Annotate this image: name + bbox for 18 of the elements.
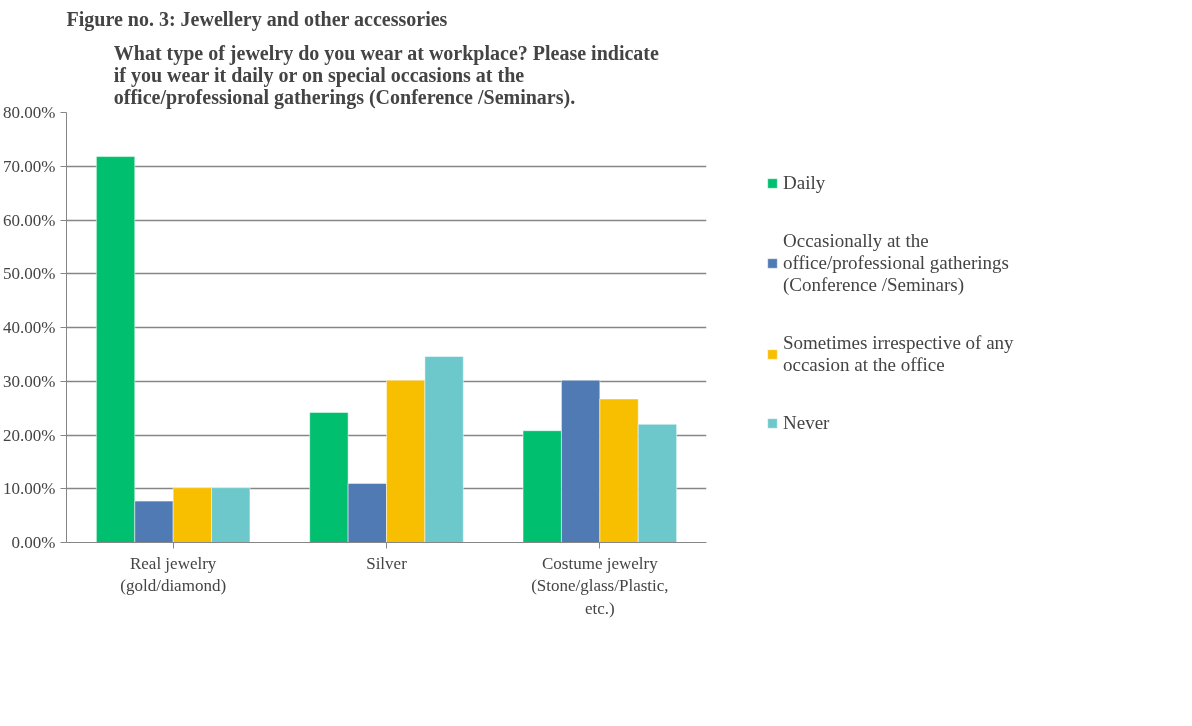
y-tick-label: 80.00%	[3, 103, 56, 122]
x-tick-label: Silver	[366, 553, 408, 573]
y-tick-label: 50.00%	[3, 264, 56, 284]
chart-title: What type of jewelry do you wear at workplace? Please indicate if you wear it daily or on special occasions at the office/professional gatherings (Conference /Seminars).	[113, 41, 659, 109]
y-tick-label: 40.00%	[3, 318, 56, 337]
text: Figure no. 3: Jewellery and other accessories	[66, 7, 448, 31]
y-tick-label: 0.00%	[11, 533, 56, 552]
x-tick-label: Costume jewelry (Stone/glass/Plastic, etc.)	[531, 553, 669, 619]
x-tick-label: Real jewelry (gold/diamond)	[120, 553, 227, 596]
y-tick-label: 20.00%	[3, 425, 56, 445]
legend-label: Occasionally at the office/professional gatherings (Conference /Seminars)	[783, 230, 1009, 296]
legend-label: Never	[783, 412, 830, 434]
y-tick-label: 70.00%	[3, 156, 56, 176]
y-tick-label: 10.00%	[3, 479, 56, 499]
y-tick-label: 30.00%	[3, 371, 56, 391]
legend-label: Daily	[783, 172, 826, 194]
y-tick-label: 60.00%	[3, 210, 56, 230]
legend-label: Sometimes irrespective of any occasion at the office	[783, 332, 1014, 376]
